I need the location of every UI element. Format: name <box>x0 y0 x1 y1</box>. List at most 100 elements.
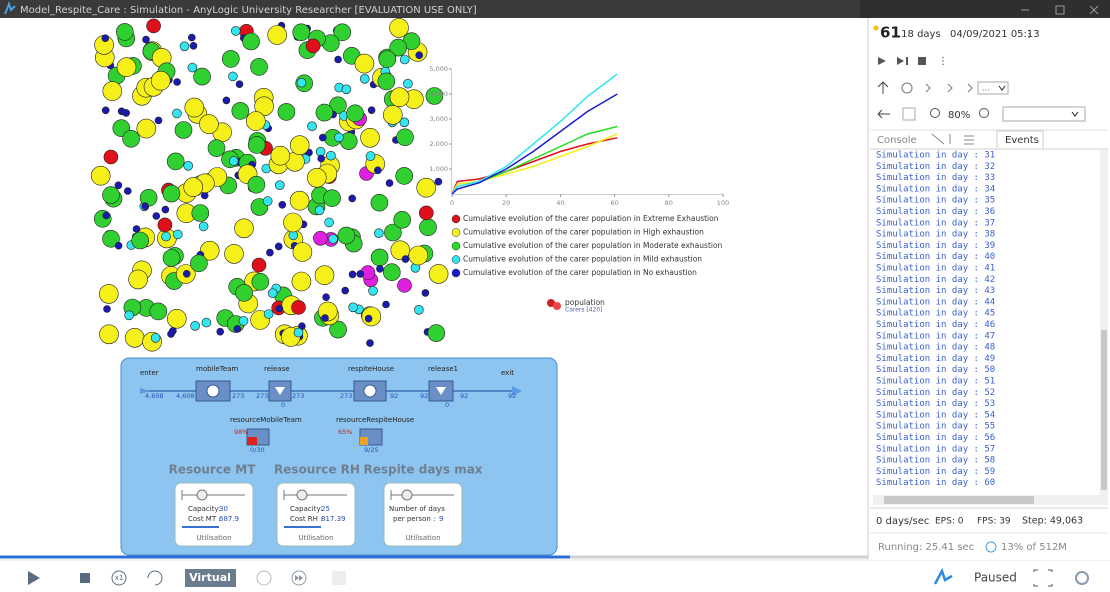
panel-step[interactable] <box>897 57 904 65</box>
skip-button[interactable] <box>291 570 307 586</box>
run-button[interactable] <box>28 571 40 585</box>
zoom-level: 80% <box>948 110 970 121</box>
slider-knob[interactable] <box>196 489 208 501</box>
block-count: 273 <box>256 392 268 400</box>
nav-dropdown[interactable] <box>977 81 1009 95</box>
zoom-fit[interactable] <box>902 107 916 121</box>
agent <box>235 80 244 88</box>
agent <box>370 193 389 212</box>
control-label: per person : <box>393 515 435 523</box>
population-icon: population Carers [420] <box>547 298 605 314</box>
view-dropdown[interactable] <box>1002 106 1086 122</box>
legend-label[interactable]: Cumulative evolution of the carer popula… <box>463 214 719 223</box>
console-line: Simulation in day : 40 <box>876 252 995 262</box>
agent <box>366 339 374 347</box>
agent <box>399 117 410 128</box>
legend-label[interactable]: Cumulative evolution of the carer popula… <box>463 255 702 264</box>
faster-button[interactable] <box>256 570 272 586</box>
slider-knob[interactable] <box>401 489 413 501</box>
zoom-out[interactable] <box>930 108 940 118</box>
panel-stop[interactable] <box>918 57 926 65</box>
zoom-in[interactable] <box>979 108 989 118</box>
agent <box>326 150 336 161</box>
model-day: 61 <box>880 24 901 42</box>
legend-label[interactable]: Cumulative evolution of the carer popula… <box>463 241 723 250</box>
agent <box>174 121 193 139</box>
agent <box>267 288 278 299</box>
speed-button[interactable] <box>111 570 127 586</box>
legend-label[interactable]: Cumulative evolution of the carer popula… <box>463 228 704 237</box>
time-indicator <box>873 25 879 31</box>
console-line: Simulation in day : 43 <box>876 286 995 296</box>
panel-menu[interactable]: ⋮ <box>938 56 948 67</box>
agent <box>321 314 329 322</box>
zoom-back[interactable] <box>877 109 890 119</box>
agent <box>149 302 168 321</box>
agent <box>419 218 437 237</box>
agent <box>157 217 173 233</box>
respitehouse-clock <box>363 384 377 398</box>
virtual-mode-button[interactable] <box>185 569 236 587</box>
tab-label[interactable]: Console <box>877 135 917 146</box>
console-line: Simulation in day : 49 <box>876 354 995 364</box>
tab-label[interactable]: Events <box>1005 135 1039 146</box>
resource-usage: 0/30 <box>250 446 265 454</box>
agent <box>128 269 148 290</box>
title-bar-left <box>0 0 860 18</box>
console-line: Simulation in day : 48 <box>876 343 995 353</box>
console-line: Simulation in day : 56 <box>876 433 995 443</box>
settings-button[interactable] <box>1075 571 1089 585</box>
agent <box>116 23 134 41</box>
slower-button[interactable] <box>147 570 163 586</box>
population-label[interactable]: population <box>565 298 605 307</box>
block-label: mobileTeam <box>196 365 238 373</box>
agent <box>378 50 397 69</box>
control-heading: Resource MT <box>169 463 257 477</box>
fullscreen-button[interactable] <box>1033 569 1053 587</box>
agent <box>403 78 413 89</box>
agent <box>356 270 365 278</box>
mobileteam-clock <box>206 384 220 398</box>
panel-run[interactable] <box>878 57 886 65</box>
virtual-mode-label: Virtual <box>189 571 231 584</box>
legend-swatch <box>451 268 461 278</box>
y-tick-label: 2,000 <box>429 140 448 148</box>
resource-label: resourceMobileTeam <box>230 416 302 424</box>
agent <box>328 234 338 244</box>
resource-utilisation: 65% <box>338 428 352 436</box>
y-tick-label: 5,000 <box>429 65 448 73</box>
console-line: Simulation in day : 58 <box>876 456 995 466</box>
close-button[interactable] <box>1089 5 1099 15</box>
legend-label[interactable]: Cumulative evolution of the carer popula… <box>463 268 697 277</box>
x-tick-label: 40 <box>556 199 564 207</box>
model-date: 04/09/2021 05:13 <box>950 29 1040 40</box>
agent <box>102 211 110 220</box>
control-footer: Utilisation <box>405 534 440 542</box>
nav-up[interactable] <box>877 81 889 94</box>
nav-dropdown-arrow <box>998 85 1006 91</box>
console-line: Simulation in day : 59 <box>876 467 995 477</box>
agent <box>370 248 389 267</box>
agent <box>373 166 382 175</box>
console-tools[interactable] <box>931 133 974 145</box>
console-hscroll-thumb[interactable] <box>884 496 1034 504</box>
agent <box>102 186 120 204</box>
block-count: 92 <box>390 392 398 400</box>
slider-knob[interactable] <box>296 489 308 501</box>
console-vscroll[interactable] <box>1100 150 1108 495</box>
agent <box>278 201 287 209</box>
time-menu[interactable]: ⋮ <box>1024 29 1034 40</box>
agent <box>318 133 327 142</box>
agent <box>228 71 238 82</box>
agent <box>425 87 444 105</box>
series-line <box>451 133 618 195</box>
speed-label: x1 <box>115 574 124 582</box>
maximize-button[interactable] <box>1055 5 1065 15</box>
nav-cancel[interactable] <box>901 82 913 94</box>
agent <box>231 102 250 120</box>
console-vscroll-thumb[interactable] <box>1101 330 1107 490</box>
agent <box>389 38 408 57</box>
window-title: Model_Respite_Care : Simulation - AnyLog… <box>20 5 477 16</box>
stop-button[interactable] <box>80 573 90 583</box>
